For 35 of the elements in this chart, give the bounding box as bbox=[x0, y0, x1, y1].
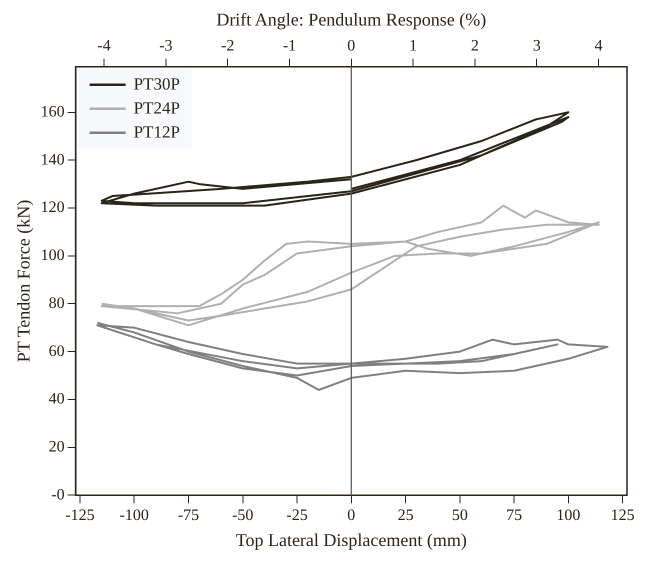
y-tick-label: 140 bbox=[40, 151, 65, 168]
x2-tick-label: -2 bbox=[221, 37, 234, 54]
x-tick-label: 75 bbox=[506, 507, 522, 524]
x-tick-label: 50 bbox=[452, 507, 468, 524]
x2-axis-title: Drift Angle: Pendulum Response (%) bbox=[216, 10, 486, 30]
x2-tick-label: 0 bbox=[347, 37, 356, 54]
x-tick-label: -75 bbox=[178, 507, 200, 524]
y-tick-label: -0 bbox=[51, 486, 65, 504]
legend-label: PT24P bbox=[134, 98, 180, 118]
x-tick-label: 25 bbox=[398, 507, 414, 524]
x2-tick-label: -3 bbox=[159, 37, 173, 54]
x-tick-label: -50 bbox=[232, 507, 254, 524]
x-tick-label: 100 bbox=[556, 507, 580, 524]
x2-tick-label: -4 bbox=[97, 37, 111, 54]
legend-label: PT12P bbox=[134, 122, 180, 142]
y-tick-label: 20 bbox=[48, 438, 65, 456]
y-tick-label: 80 bbox=[48, 294, 65, 312]
y-tick-label: 160 bbox=[40, 103, 65, 120]
x-tick-label: -125 bbox=[65, 507, 95, 524]
legend-label: PT30P bbox=[134, 74, 180, 94]
y-axis-title: PT Tendon Force (kN) bbox=[14, 200, 34, 362]
x2-tick-label: 3 bbox=[532, 37, 541, 54]
x-axis-title: Top Lateral Displacement (mm) bbox=[236, 530, 467, 550]
y-tick-label: 60 bbox=[48, 342, 65, 360]
x-tick-label: -25 bbox=[286, 507, 308, 524]
x2-tick-label: 1 bbox=[409, 37, 418, 54]
x-tick-label: -100 bbox=[120, 507, 149, 524]
x-tick-label: 0 bbox=[347, 507, 356, 524]
y-tick-label: 120 bbox=[40, 199, 65, 216]
x2-tick-label: -1 bbox=[282, 37, 296, 54]
x-tick-label: 125 bbox=[610, 507, 635, 524]
x2-tick-label: 2 bbox=[470, 37, 479, 54]
x2-tick-label: 4 bbox=[594, 37, 603, 54]
y-tick-label: 40 bbox=[48, 390, 65, 408]
y-tick-label: 100 bbox=[40, 247, 65, 264]
